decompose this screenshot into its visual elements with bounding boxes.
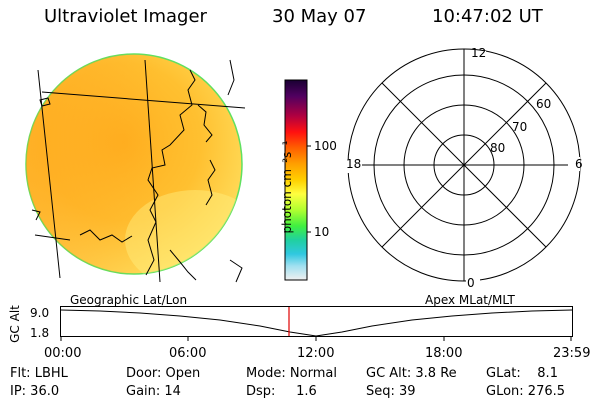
time-tick-0000: 00:00 xyxy=(44,346,82,361)
altitude-timeline-plot xyxy=(60,306,573,341)
altitude-tick-9: 9.0 xyxy=(30,306,50,320)
status-mode: Mode: Normal xyxy=(246,366,337,381)
status-gain: Gain: 14 xyxy=(126,384,181,399)
mlt-label-18: 18 xyxy=(346,157,362,171)
time-label: 10:47:02 UT xyxy=(432,6,543,27)
status-filter: Flt: LBHL xyxy=(10,366,68,381)
mlt-label-6: 6 xyxy=(575,157,583,171)
time-tick-1200: 12:00 xyxy=(297,346,335,361)
globe-caption: Geographic Lat/Lon xyxy=(70,293,188,307)
mlt-label-12: 12 xyxy=(471,46,487,60)
status-door: Door: Open xyxy=(126,366,201,381)
status-ip: IP: 36.0 xyxy=(10,384,60,399)
status-gc-alt: GC Alt: 3.8 Re xyxy=(366,366,457,381)
colorbar-tick-10: 10 xyxy=(314,225,330,239)
status-dsp: Dsp: 1.6 xyxy=(246,384,317,399)
instrument-title: Ultraviolet Imager xyxy=(44,6,207,27)
polar-mlat-mlt-plot xyxy=(344,48,581,289)
altitude-tick-1-8: 1.8 xyxy=(30,326,50,340)
uv-globe-image xyxy=(25,53,246,283)
polar-caption: Apex MLat/MLT xyxy=(425,293,515,307)
time-tick-0600: 06:00 xyxy=(169,346,207,361)
colorbar-unit-label: photon cm⁻²s⁻¹ xyxy=(280,140,294,234)
mlat-label-60: 60 xyxy=(536,97,552,111)
mlat-label-80: 80 xyxy=(490,141,506,155)
colorbar-tick-100: 100 xyxy=(314,139,337,153)
altitude-axis-label: GC Alt xyxy=(8,305,22,343)
time-tick-1800: 18:00 xyxy=(425,346,463,361)
status-glon: GLon: 276.5 xyxy=(486,384,566,399)
colorbar xyxy=(284,79,311,281)
status-seq: Seq: 39 xyxy=(366,384,416,399)
time-tick-2359: 23:59 xyxy=(553,346,591,361)
mlat-label-70: 70 xyxy=(512,120,528,134)
mlt-label-0: 0 xyxy=(467,276,475,290)
date-label: 30 May 07 xyxy=(272,6,367,27)
status-glat: GLat: 8.1 xyxy=(486,366,558,381)
